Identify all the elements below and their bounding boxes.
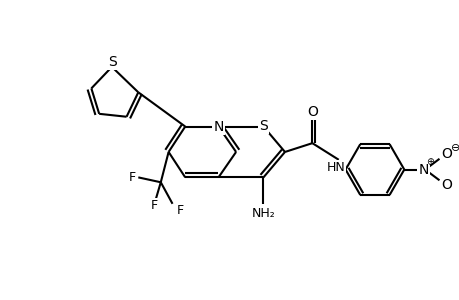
Text: ⊖: ⊖ — [450, 143, 459, 153]
Text: S: S — [108, 55, 117, 69]
Text: F: F — [129, 171, 136, 184]
Text: N: N — [213, 119, 223, 134]
Text: N: N — [418, 163, 428, 177]
Text: HN: HN — [326, 161, 344, 174]
Text: ⊕: ⊕ — [425, 157, 433, 167]
Text: S: S — [258, 118, 267, 133]
Text: O: O — [306, 105, 317, 119]
Text: NH₂: NH₂ — [251, 207, 275, 220]
Text: O: O — [440, 178, 451, 192]
Text: F: F — [176, 204, 184, 217]
Text: F: F — [150, 199, 157, 212]
Text: O: O — [440, 147, 451, 161]
